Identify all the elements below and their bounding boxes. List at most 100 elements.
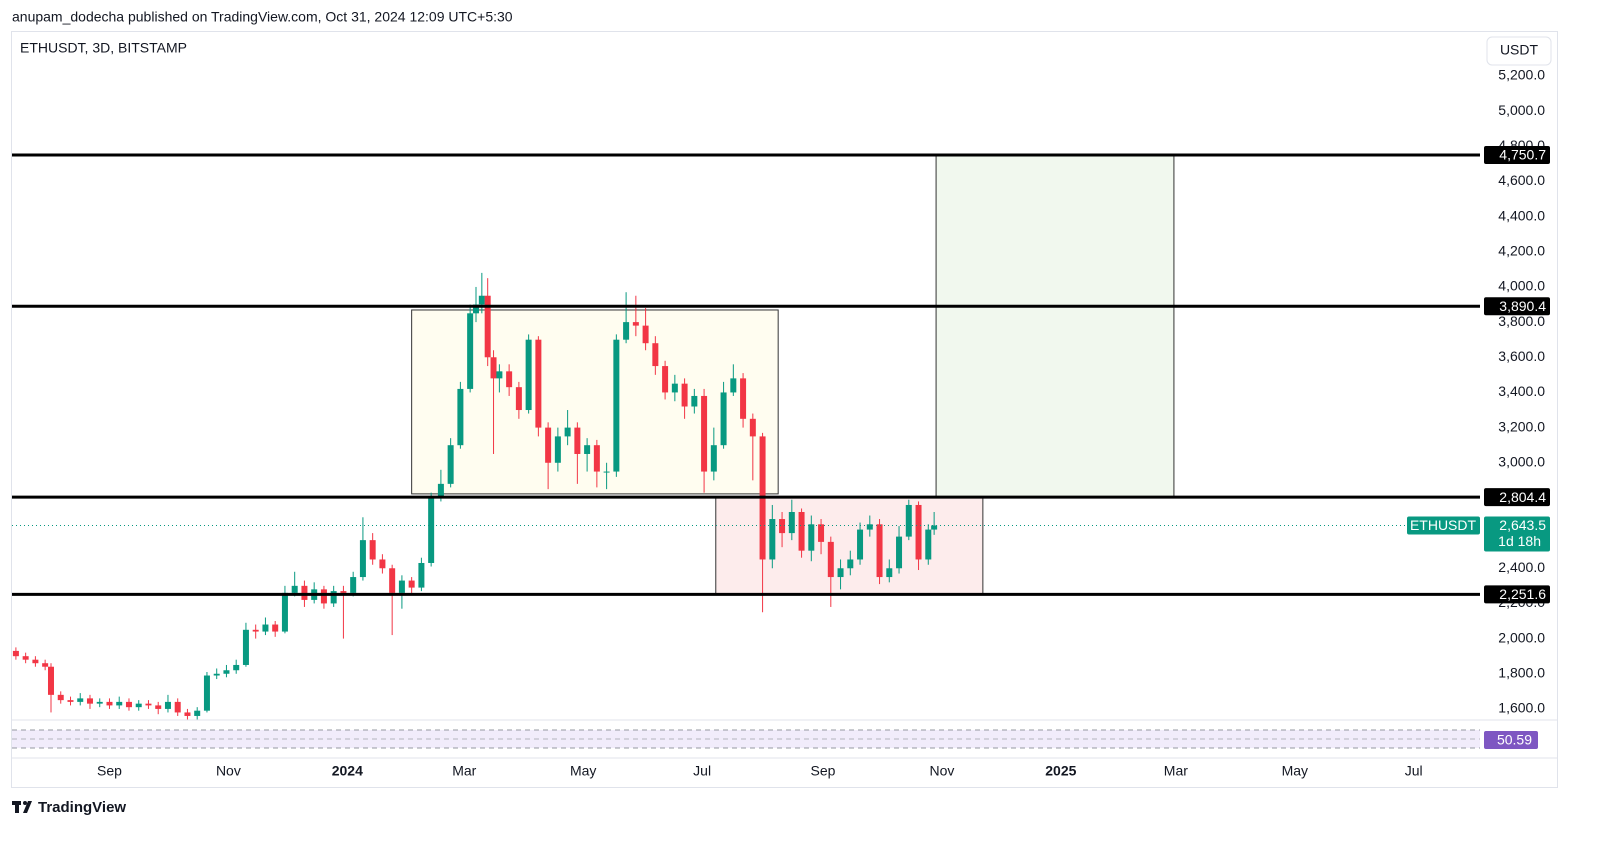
y-tick-label: 4,200.0: [1498, 242, 1545, 258]
candle-body: [905, 504, 912, 537]
candle-body: [535, 339, 542, 428]
x-tick-label: 2024: [332, 763, 363, 779]
candle-body: [262, 624, 269, 632]
y-tick-label: 2,400.0: [1498, 559, 1545, 575]
candle-body: [125, 701, 132, 708]
publisher-header: anupam_dodecha published on TradingView.…: [12, 9, 513, 25]
tv-logo: [12, 801, 32, 813]
x-tick-label: Sep: [97, 763, 122, 779]
last-name: ETHUSDT: [1410, 517, 1477, 533]
level-label: 4,750.7: [1499, 147, 1546, 163]
candle-body: [408, 580, 415, 588]
candle-body: [242, 629, 249, 665]
candle-body: [272, 624, 279, 632]
candle-body: [896, 536, 903, 569]
currency-button[interactable]: [1486, 36, 1552, 66]
candle-body: [369, 540, 376, 560]
candle-body: [145, 703, 152, 706]
candle-body: [106, 701, 113, 706]
footer-brand: TradingView: [38, 799, 126, 816]
candle-body: [490, 357, 497, 379]
countdown: 1d 18h: [1498, 533, 1541, 549]
candle-body: [740, 378, 747, 419]
candle-body: [925, 529, 932, 560]
y-tick-label: 2,000.0: [1498, 629, 1545, 645]
rsi-label: 50.59: [1497, 732, 1532, 748]
candle-body: [857, 529, 864, 560]
y-tick-label: 5,200.0: [1498, 67, 1545, 83]
candle-body: [350, 577, 357, 593]
candle-body: [554, 436, 561, 463]
candle-body: [506, 371, 513, 388]
candle-body: [155, 705, 162, 709]
x-tick-label: May: [570, 763, 596, 779]
candle-body: [418, 562, 425, 588]
candle-body: [291, 585, 298, 593]
candle-body: [720, 392, 727, 446]
candle-body: [472, 304, 479, 314]
level-label-bg: [1484, 585, 1550, 604]
candle-body: [478, 295, 485, 305]
candle-body: [320, 589, 327, 604]
y-tick-label: 1,600.0: [1498, 700, 1545, 716]
candle-body: [642, 325, 649, 344]
candle-body: [671, 383, 678, 393]
candle-body: [798, 512, 805, 551]
candle-body: [876, 524, 883, 578]
candle-body: [515, 387, 522, 411]
candle-body: [174, 701, 181, 713]
last-price-bg: [1484, 516, 1550, 552]
candle-body: [340, 591, 347, 593]
level-label-bg: [1484, 297, 1550, 316]
candle-body: [525, 339, 532, 411]
candle-body: [164, 701, 171, 709]
candle-body: [779, 519, 786, 534]
x-tick-label: May: [1282, 763, 1308, 779]
candle-body: [866, 524, 873, 530]
candle-body: [213, 673, 220, 676]
candle-body: [223, 670, 230, 674]
candle-body: [818, 524, 825, 542]
y-tick-label: 4,600.0: [1498, 172, 1545, 188]
y-tick-label: 3,400.0: [1498, 383, 1545, 399]
currency-label: USDT: [1500, 42, 1539, 58]
candle-body: [42, 663, 49, 667]
candle-body: [662, 366, 669, 393]
candle-body: [769, 519, 776, 560]
candle-body: [428, 497, 435, 563]
candle-body: [593, 445, 600, 472]
candle-body: [603, 471, 610, 473]
level-label: 2,804.4: [1499, 489, 1546, 505]
x-tick-label: Nov: [929, 763, 954, 779]
candle-body: [623, 322, 630, 340]
candle-body: [330, 591, 337, 604]
last-name-bg: [1407, 516, 1480, 535]
x-tick-label: Mar: [1164, 763, 1188, 779]
zone: [935, 154, 1175, 498]
x-tick-label: Jul: [1405, 763, 1423, 779]
candle-body: [931, 525, 938, 530]
candle-body: [632, 322, 639, 326]
candle-body: [749, 418, 756, 437]
candle-body: [681, 383, 688, 407]
candle-body: [915, 504, 922, 560]
y-tick-label: 4,000.0: [1498, 278, 1545, 294]
candle-body: [613, 339, 620, 472]
candle-body: [32, 659, 39, 664]
candle-body: [96, 701, 103, 704]
x-tick-label: 2025: [1045, 763, 1076, 779]
y-tick-label: 3,200.0: [1498, 418, 1545, 434]
candle-body: [710, 445, 717, 472]
level-label-bg: [1484, 488, 1550, 507]
x-tick-label: Nov: [216, 763, 241, 779]
x-tick-label: Jul: [693, 763, 711, 779]
candle-body: [788, 512, 795, 534]
candle-body: [47, 666, 54, 695]
candle-body: [837, 568, 844, 578]
candle-body: [67, 700, 74, 702]
candle-body: [584, 445, 591, 454]
candle-body: [252, 629, 259, 632]
candle-body: [22, 656, 29, 660]
candle-body: [116, 701, 123, 706]
